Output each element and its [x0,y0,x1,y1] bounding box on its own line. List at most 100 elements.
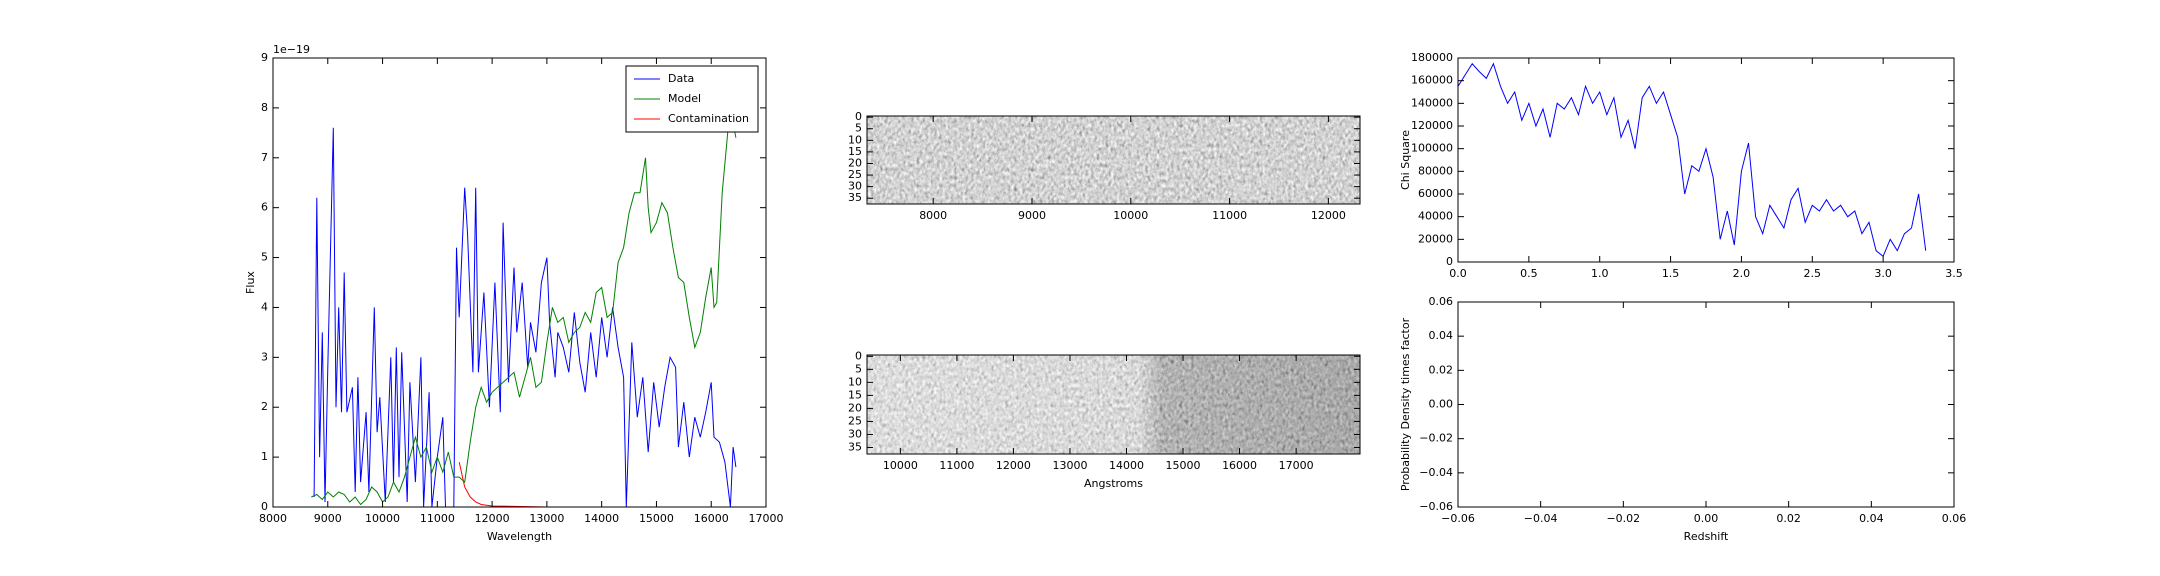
axes-frame [1457,301,1955,508]
x-tick-label: 13000 [1052,459,1087,472]
x-tick-label: 1.5 [1662,267,1680,280]
legend-label: Model [668,92,701,105]
x-tick-label: 0.5 [1520,267,1538,280]
x-tick-label: 13000 [529,512,564,525]
legend-label: Contamination [668,112,749,125]
y-tick-label: 10 [848,375,862,388]
y-tick-label: 3 [261,350,268,363]
y-tick-label: −0.02 [1419,432,1453,445]
x-tick-label: 3.5 [1945,267,1963,280]
y-tick-label: 20000 [1418,232,1453,245]
y-tick-label: 30 [848,180,862,193]
offset-label: 1e−19 [273,43,310,56]
x-tick-label: 0.0 [1449,267,1467,280]
axes-frame [272,57,767,508]
y-tick-label: 0.02 [1429,363,1454,376]
x-tick-label: 0.04 [1859,512,1884,525]
y-tick-label: 15 [848,145,862,158]
x-tick-label: 14000 [584,512,619,525]
y-tick-label: 20 [848,401,862,414]
x-axis-label: Angstroms [1084,477,1143,490]
y-tick-label: 6 [261,201,268,214]
x-tick-label: −0.02 [1606,512,1640,525]
y-tick-label: 9 [261,51,268,64]
line-series [311,87,737,506]
x-tick-label: 12000 [996,459,1031,472]
y-tick-label: 4 [261,300,268,313]
line-series [313,127,737,507]
x-tick-label: 0.02 [1776,512,1801,525]
y-axis-label: Flux [244,271,257,294]
axes: 8000 9000 10000 11000 12000 13000 14000 15000 16… [244,43,784,543]
y-tick-label: −0.04 [1419,466,1453,479]
x-tick-label: 12000 [1311,209,1346,222]
x-tick-label: 14000 [1109,459,1144,472]
x-axis-label: Wavelength [487,530,552,543]
y-axis-label: Chi Square [1399,130,1412,190]
x-tick-label: −0.04 [1524,512,1558,525]
x-tick-label: 10000 [365,512,400,525]
x-tick-label: 2.0 [1733,267,1751,280]
x-tick-label: 16000 [1222,459,1257,472]
x-tick-label: 1.0 [1591,267,1609,280]
y-tick-label: 120000 [1411,119,1453,132]
x-tick-label: 8000 [919,209,947,222]
y-tick-label: −0.06 [1419,500,1453,513]
axes: −0.06 −0.04 −0.02 0.00 0.02 0.04 0.06 −0.06 −0.0… [1399,295,1966,543]
y-tick-label: 2 [261,400,268,413]
axes: 0.0 0.5 1.0 1.5 2.0 2.5 3.0 3.5 0 20000 40000 60000… [1399,51,1963,280]
y-tick-label: 30 [848,427,862,440]
spectrum-image [867,116,1360,204]
x-tick-label: 17000 [1279,459,1314,472]
x-tick-label: 10000 [883,459,918,472]
legend: Data Model Contamination [625,65,759,133]
y-tick-label: 5 [855,122,862,135]
y-tick-label: 5 [261,251,268,264]
x-axis-label: Redshift [1684,530,1729,543]
y-tick-label: 10 [848,133,862,146]
x-tick-label: 9000 [1018,209,1046,222]
y-tick-label: 5 [855,362,862,375]
x-tick-label: 8000 [259,512,287,525]
y-tick-label: 35 [848,191,862,204]
y-tick-label: 100000 [1411,142,1453,155]
y-tick-label: 25 [848,414,862,427]
y-tick-label: 0 [261,500,268,513]
legend-label: Data [668,72,694,85]
x-tick-label: 0.06 [1942,512,1967,525]
y-tick-label: 60000 [1418,187,1453,200]
x-tick-label: 11000 [939,459,974,472]
y-tick-label: 180000 [1411,51,1453,64]
y-axis-label: Probability Density times factor [1399,317,1412,491]
y-tick-label: 140000 [1411,96,1453,109]
x-tick-label: 3.0 [1874,267,1892,280]
y-tick-label: 40000 [1418,210,1453,223]
axes-frame [1457,57,1955,263]
x-tick-label: 0.00 [1694,512,1719,525]
y-tick-label: 35 [848,440,862,453]
y-tick-label: 0 [1446,255,1453,268]
x-tick-label: 2.5 [1804,267,1822,280]
y-tick-label: 7 [261,151,268,164]
x-tick-label: 12000 [475,512,510,525]
y-tick-label: 0 [855,110,862,123]
axes-frame [866,115,1361,205]
x-tick-label: 11000 [420,512,455,525]
x-tick-label: 11000 [1212,209,1247,222]
y-tick-label: 25 [848,168,862,181]
image-shading [867,355,1360,454]
y-tick-label: 8 [261,101,268,114]
line-series [458,461,736,507]
y-tick-label: 0 [855,349,862,362]
y-tick-label: 1 [261,450,268,463]
x-tick-label: 16000 [694,512,729,525]
x-tick-label: 15000 [1166,459,1201,472]
y-tick-label: 80000 [1418,164,1453,177]
y-tick-label: 0.04 [1429,329,1454,342]
y-tick-label: 0.00 [1429,398,1454,411]
axes: 10000 11000 12000 13000 14000 15000 16000 17000… [848,349,1361,490]
y-tick-label: 0.06 [1429,295,1454,308]
x-tick-label: 10000 [1113,209,1148,222]
